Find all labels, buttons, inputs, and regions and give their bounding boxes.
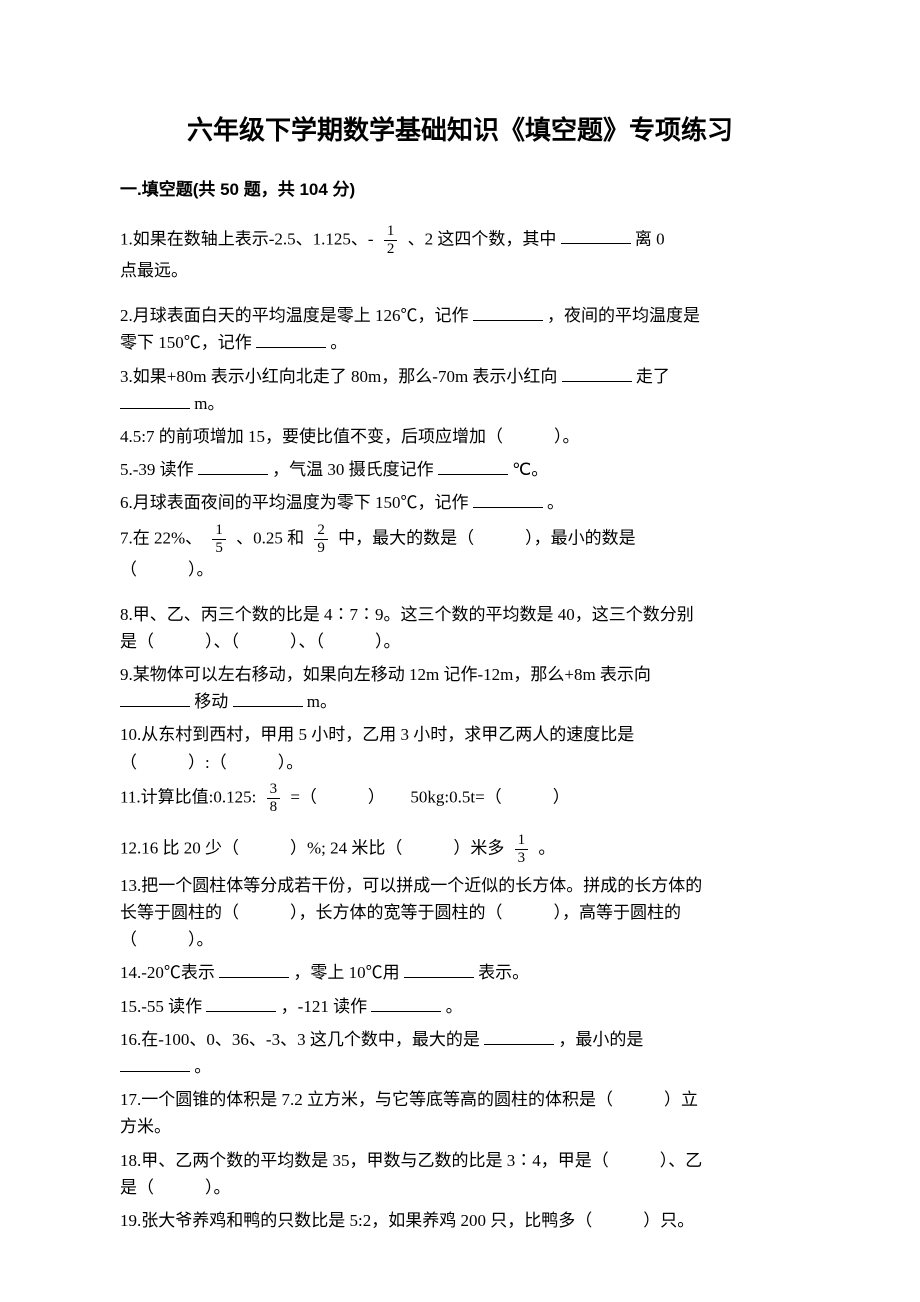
q9-text-a: 9.某物体可以左右移动，如果向左移动 12m 记作-12m，那么+8m 表示向: [120, 665, 651, 684]
q2-text-b: ，夜间的平均温度是: [547, 306, 700, 325]
frac-numerator: 1: [212, 523, 226, 540]
q12-fraction: 1 3: [515, 833, 529, 866]
q17-text-b: 方米。: [120, 1117, 171, 1136]
q8-text-a: 8.甲、乙、丙三个数的比是 4∶7∶9。这三个数的平均数是 40，这三个数分别: [120, 605, 694, 624]
q3-text-b: 走了: [636, 367, 670, 386]
frac-numerator: 1: [515, 833, 529, 850]
question-11: 11.计算比值:0.125: 3 8 =（ ） 50kg:0.5t=（ ）: [120, 782, 800, 815]
section-header: 一.填空题(共 50 题，共 104 分): [120, 175, 800, 200]
q1-text-b: 、2 这四个数，其中: [408, 229, 557, 248]
q10-text-b: （ ）:（ ）。: [120, 753, 303, 772]
question-13: 13.把一个圆柱体等分成若干份，可以拼成一个近似的长方体。拼成的长方体的 长等于…: [120, 872, 800, 954]
q9-text-b: 移动: [194, 692, 228, 711]
q3-text-a: 3.如果+80m 表示小红向北走了 80m，那么-70m 表示小红向: [120, 367, 557, 386]
q15-text-b: ，-121 读作: [281, 997, 367, 1016]
q11-text-b: =（ ） 50kg:0.5t=（ ）: [290, 787, 569, 806]
q2-text-c: 零下 150℃，记作: [120, 333, 252, 352]
question-3: 3.如果+80m 表示小红向北走了 80m，那么-70m 表示小红向 走了 m。: [120, 363, 800, 417]
q7-text-b: 、0.25 和: [236, 528, 304, 547]
q11-text-a: 11.计算比值:0.125:: [120, 787, 256, 806]
q14-text-a: 14.-20℃表示: [120, 963, 215, 982]
blank: [120, 392, 190, 409]
frac-denominator: 2: [384, 241, 398, 257]
q15-text-c: 。: [446, 997, 463, 1016]
question-5: 5.-39 读作 ，气温 30 摄氏度记作 ℃。: [120, 456, 800, 483]
page-title: 六年级下学期数学基础知识《填空题》专项练习: [120, 110, 800, 147]
blank: [438, 458, 508, 475]
blank: [562, 365, 632, 382]
q12-text-a: 12.16 比 20 少（ ）%; 24 米比（ ）米多: [120, 838, 504, 857]
q1-text-c: 离 0: [635, 229, 665, 248]
blank: [120, 1055, 190, 1072]
q7-fraction-1: 1 5: [212, 523, 226, 556]
q14-text-c: 表示。: [478, 963, 529, 982]
q13-text-a: 13.把一个圆柱体等分成若干份，可以拼成一个近似的长方体。拼成的长方体的: [120, 876, 702, 895]
q3-text-c: m。: [194, 394, 224, 413]
q14-text-b: ，零上 10℃用: [293, 963, 399, 982]
blank: [233, 690, 303, 707]
blank: [256, 331, 326, 348]
blank: [198, 458, 268, 475]
q5-text-b: ，气温 30 摄氏度记作: [272, 460, 434, 479]
q10-text-a: 10.从东村到西村，甲用 5 小时，乙用 3 小时，求甲乙两人的速度比是: [120, 725, 634, 744]
blank: [120, 690, 190, 707]
q9-text-c: m。: [307, 692, 337, 711]
q7-text-c: 中，最大的数是（ ），最小的数是: [338, 528, 636, 547]
blank: [473, 304, 543, 321]
q13-text-b: 长等于圆柱的（ ），长方体的宽等于圆柱的（ ），高等于圆柱的: [120, 903, 681, 922]
question-15: 15.-55 读作 ，-121 读作 。: [120, 993, 800, 1020]
q6-text-b: 。: [547, 493, 564, 512]
q16-text-c: 。: [194, 1057, 211, 1076]
blank: [371, 995, 441, 1012]
blank: [206, 995, 276, 1012]
frac-numerator: 1: [384, 224, 398, 241]
question-6: 6.月球表面夜间的平均温度为零下 150℃，记作 。: [120, 489, 800, 516]
frac-denominator: 9: [314, 540, 328, 556]
q5-text-a: 5.-39 读作: [120, 460, 194, 479]
q2-text-a: 2.月球表面白天的平均温度是零上 126℃，记作: [120, 306, 469, 325]
frac-denominator: 8: [267, 799, 281, 815]
blank: [404, 961, 474, 978]
q18-text-a: 18.甲、乙两个数的平均数是 35，甲数与乙数的比是 3∶4，甲是（ ）、乙: [120, 1151, 702, 1170]
question-17: 17.一个圆锥的体积是 7.2 立方米，与它等底等高的圆柱的体积是（ ）立 方米…: [120, 1086, 800, 1140]
blank: [219, 961, 289, 978]
question-14: 14.-20℃表示 ，零上 10℃用 表示。: [120, 959, 800, 986]
q1-text-d: 点最远。: [120, 261, 188, 280]
blank: [561, 227, 631, 244]
question-18: 18.甲、乙两个数的平均数是 35，甲数与乙数的比是 3∶4，甲是（ ）、乙 是…: [120, 1147, 800, 1201]
question-1: 1.如果在数轴上表示-2.5、1.125、- 1 2 、2 这四个数，其中 离 …: [120, 224, 800, 284]
blank: [484, 1028, 554, 1045]
question-9: 9.某物体可以左右移动，如果向左移动 12m 记作-12m，那么+8m 表示向 …: [120, 661, 800, 715]
q16-text-b: ，最小的是: [558, 1030, 643, 1049]
q7-text-a: 7.在 22%、: [120, 528, 202, 547]
frac-denominator: 5: [212, 540, 226, 556]
q12-text-b: 。: [538, 838, 555, 857]
q13-text-c: （ ）。: [120, 930, 214, 949]
q8-text-b: 是（ ）、（ ）、（ ）。: [120, 632, 401, 651]
q5-text-c: ℃。: [512, 460, 548, 479]
question-19: 19.张大爷养鸡和鸭的只数比是 5:2，如果养鸡 200 只，比鸭多（ ）只。: [120, 1207, 800, 1234]
q2-text-d: 。: [330, 333, 347, 352]
q7-text-d: （ ）。: [120, 560, 214, 579]
question-16: 16.在-100、0、36、-3、3 这几个数中，最大的是 ，最小的是 。: [120, 1026, 800, 1080]
frac-denominator: 3: [515, 850, 529, 866]
q6-text-a: 6.月球表面夜间的平均温度为零下 150℃，记作: [120, 493, 469, 512]
q1-fraction: 1 2: [384, 224, 398, 257]
question-2: 2.月球表面白天的平均温度是零上 126℃，记作 ，夜间的平均温度是 零下 15…: [120, 302, 800, 356]
q15-text-a: 15.-55 读作: [120, 997, 202, 1016]
q7-fraction-2: 2 9: [314, 523, 328, 556]
blank: [473, 491, 543, 508]
frac-numerator: 3: [267, 782, 281, 799]
q17-text-a: 17.一个圆锥的体积是 7.2 立方米，与它等底等高的圆柱的体积是（ ）立: [120, 1090, 698, 1109]
question-4: 4.5:7 的前项增加 15，要使比值不变，后项应增加（ ）。: [120, 423, 800, 450]
q18-text-b: 是（ ）。: [120, 1178, 231, 1197]
question-7: 7.在 22%、 1 5 、0.25 和 2 9 中，最大的数是（ ），最小的数…: [120, 523, 800, 583]
question-12: 12.16 比 20 少（ ）%; 24 米比（ ）米多 1 3 。: [120, 833, 800, 866]
q16-text-a: 16.在-100、0、36、-3、3 这几个数中，最大的是: [120, 1030, 480, 1049]
frac-numerator: 2: [314, 523, 328, 540]
q1-text-a: 1.如果在数轴上表示-2.5、1.125、-: [120, 229, 374, 248]
question-10: 10.从东村到西村，甲用 5 小时，乙用 3 小时，求甲乙两人的速度比是 （ ）…: [120, 721, 800, 775]
question-8: 8.甲、乙、丙三个数的比是 4∶7∶9。这三个数的平均数是 40，这三个数分别 …: [120, 601, 800, 655]
q11-fraction: 3 8: [267, 782, 281, 815]
